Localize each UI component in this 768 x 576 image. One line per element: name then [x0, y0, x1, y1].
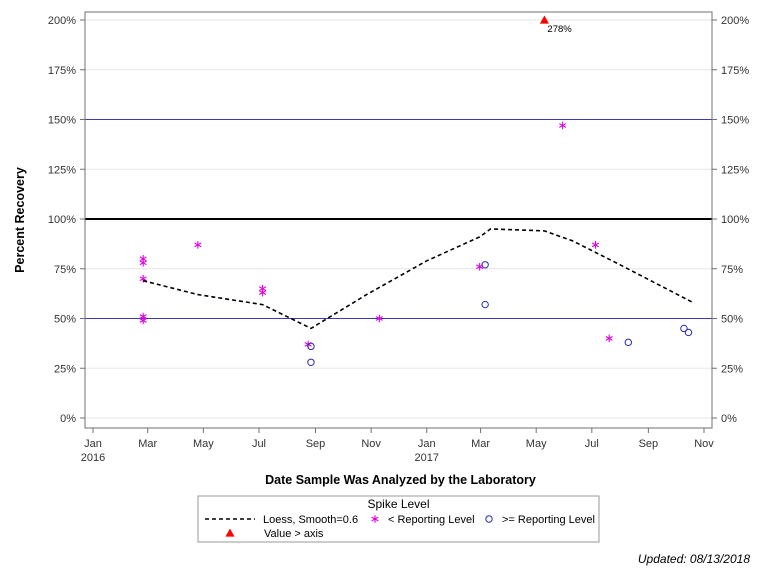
- below-reporting-point: [139, 258, 147, 267]
- y-tick-label-left: 0%: [60, 413, 76, 425]
- below-reporting-point: [591, 241, 600, 249]
- above-reporting-point: [481, 300, 489, 309]
- below-reporting-point: [259, 288, 267, 297]
- y-tick-label-left: 150%: [48, 115, 76, 127]
- x-tick-label: Sep: [639, 438, 659, 450]
- below-reporting-point: [375, 314, 383, 323]
- x-tick-label: Jul: [585, 438, 599, 450]
- y-tick-label-right: 100%: [721, 214, 749, 226]
- y-tick-label-left: 175%: [48, 65, 76, 77]
- legend-item-label: < Reporting Level: [388, 514, 475, 526]
- above-reporting-point: [307, 358, 315, 366]
- x-tick-label: Mar: [138, 438, 157, 450]
- above-reporting-point: [680, 324, 688, 333]
- y-axis-title: Percent Recovery: [13, 167, 27, 273]
- legend-item-label: Value > axis: [264, 528, 324, 540]
- legend-title: Spike Level: [367, 497, 429, 511]
- x-tick-label: May: [193, 438, 214, 450]
- x-tick-label: Jan: [418, 438, 436, 450]
- y-tick-label-left: 100%: [48, 214, 76, 226]
- legend-item-label: >= Reporting Level: [502, 514, 595, 526]
- y-tick-label-right: 125%: [721, 164, 749, 176]
- x-tick-label: Sep: [306, 438, 326, 450]
- below-reporting-point: [559, 121, 567, 130]
- value-above-axis-label: 278%: [547, 24, 572, 35]
- y-tick-label-right: 50%: [721, 314, 743, 326]
- above-reporting-point: [684, 328, 693, 337]
- below-reporting-point: [605, 334, 613, 343]
- x-tick-label: Jan: [84, 438, 102, 450]
- legend-item-label: Loess, Smooth=0.6: [263, 514, 358, 526]
- above-reporting-point: [307, 342, 315, 351]
- y-tick-label-left: 25%: [54, 363, 76, 375]
- y-tick-label-left: 125%: [48, 164, 76, 176]
- value-above-axis-marker: [539, 15, 549, 24]
- legend-swatch-triangle: [225, 528, 235, 537]
- above-reporting-point: [624, 338, 633, 347]
- y-tick-label-right: 175%: [721, 65, 749, 77]
- x-tick-label: Mar: [471, 438, 490, 450]
- below-reporting-point: [139, 316, 147, 325]
- plot-frame: [84, 11, 713, 429]
- below-reporting-point: [194, 241, 202, 249]
- updated-label: Updated: 08/13/2018: [637, 552, 750, 566]
- x-tick-label: May: [526, 438, 547, 450]
- y-tick-label-right: 25%: [721, 363, 743, 375]
- x-tick-label: Jul: [252, 438, 266, 450]
- loess-line: [143, 228, 694, 330]
- x-tick-label: Nov: [361, 438, 381, 450]
- x-axis-title: Date Sample Was Analyzed by the Laborato…: [265, 473, 536, 487]
- y-tick-label-right: 150%: [721, 115, 749, 127]
- y-tick-label-right: 0%: [721, 413, 737, 425]
- x-tick-year-label: 2016: [81, 452, 105, 464]
- x-tick-year-label: 2017: [415, 452, 439, 464]
- legend-swatch-asterisk: [371, 515, 379, 523]
- y-tick-label-right: 75%: [721, 264, 743, 276]
- legend-box: [197, 495, 600, 543]
- y-tick-label-left: 200%: [48, 15, 76, 27]
- y-tick-label-left: 75%: [54, 264, 76, 276]
- above-reporting-point: [481, 261, 489, 269]
- y-tick-label-left: 50%: [54, 314, 76, 326]
- x-tick-label: Nov: [694, 438, 714, 450]
- y-tick-label-right: 200%: [721, 15, 749, 27]
- legend-swatch-circle: [485, 515, 493, 523]
